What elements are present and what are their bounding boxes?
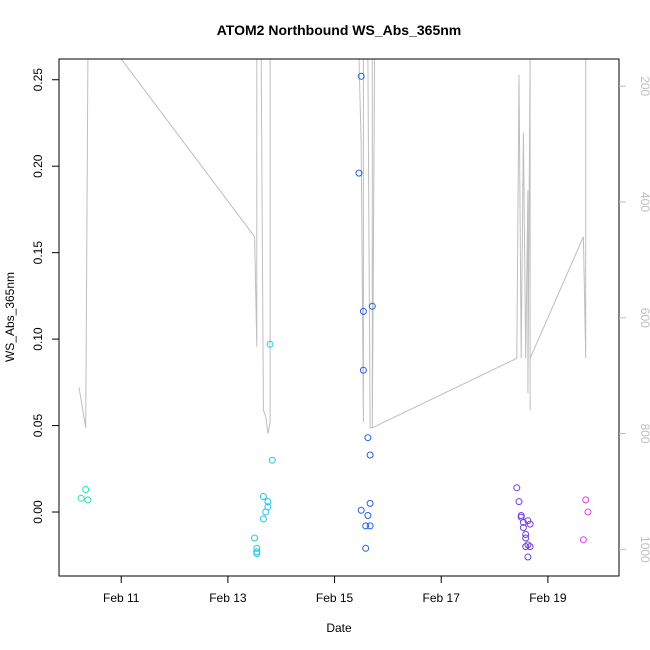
data-point: [359, 366, 367, 374]
data-point: [513, 484, 521, 492]
y-tick-label: 0.05: [31, 414, 45, 438]
data-point: [368, 302, 376, 310]
data-point: [362, 522, 370, 530]
data-point: [359, 307, 367, 315]
chart-title: ATOM2 Northbound WS_Abs_365nm: [217, 22, 462, 38]
y-tick-label: 0.25: [31, 68, 45, 92]
right-y-tick-label: 400: [638, 192, 650, 212]
data-point: [519, 524, 527, 532]
x-tick-label: Feb 15: [316, 591, 354, 605]
y-tick-label: 0.10: [31, 327, 45, 351]
data-point: [519, 518, 527, 526]
data-point: [364, 434, 372, 442]
y-axis: 0.00 0.05 0.10 0.15 0.20 0.25: [31, 68, 59, 524]
right-y-tick-label: 800: [638, 424, 650, 444]
x-tick-label: Feb 19: [529, 591, 567, 605]
aux-line-layer: [78, 59, 587, 434]
data-point: [522, 543, 530, 551]
data-point: [522, 534, 530, 542]
data-point: [253, 550, 261, 557]
data-point: [251, 534, 259, 542]
x-axis-label: Date: [326, 621, 352, 635]
x-tick-label: Feb 17: [423, 591, 461, 605]
x-tick-label: Feb 11: [103, 591, 140, 605]
points-layer: [77, 72, 592, 561]
data-point: [357, 72, 365, 80]
right-y-tick-label: 200: [638, 76, 650, 96]
right-y-tick-label: 600: [638, 308, 650, 328]
data-point: [266, 340, 274, 348]
data-point: [77, 494, 85, 502]
data-point: [84, 496, 92, 504]
data-point: [355, 169, 363, 177]
aux-series-line: [78, 59, 587, 434]
data-point: [515, 498, 523, 506]
data-point: [362, 544, 370, 552]
data-point: [524, 541, 532, 549]
x-axis: Feb 11 Feb 13 Feb 15 Feb 17 Feb 19: [103, 576, 567, 605]
data-point: [364, 512, 372, 519]
data-point: [259, 493, 267, 500]
data-point: [268, 456, 276, 464]
data-point: [526, 520, 534, 528]
y-tick-label: 0.20: [31, 154, 45, 178]
data-point: [584, 508, 592, 516]
data-point: [264, 498, 272, 506]
data-point: [579, 536, 587, 544]
y-axis-label: WS_Abs_365nm: [3, 272, 17, 362]
y-tick-label: 0.00: [31, 500, 45, 524]
data-point: [82, 486, 90, 493]
data-point: [526, 543, 534, 551]
plot-frame: [58, 58, 620, 577]
data-point: [357, 506, 365, 514]
x-tick-label: Feb 13: [209, 591, 247, 605]
data-point: [264, 503, 272, 511]
data-point: [366, 499, 374, 507]
data-point: [366, 451, 374, 459]
data-point: [582, 496, 590, 504]
data-point: [259, 515, 267, 523]
right-y-tick-label: 1000: [638, 536, 650, 563]
data-point: [522, 531, 530, 538]
y-tick-label: 0.15: [31, 241, 45, 265]
y-axis-right: 200 400 600 800 1000: [619, 76, 650, 563]
data-point: [524, 553, 532, 561]
data-point: [366, 522, 374, 530]
data-point: [253, 544, 261, 552]
